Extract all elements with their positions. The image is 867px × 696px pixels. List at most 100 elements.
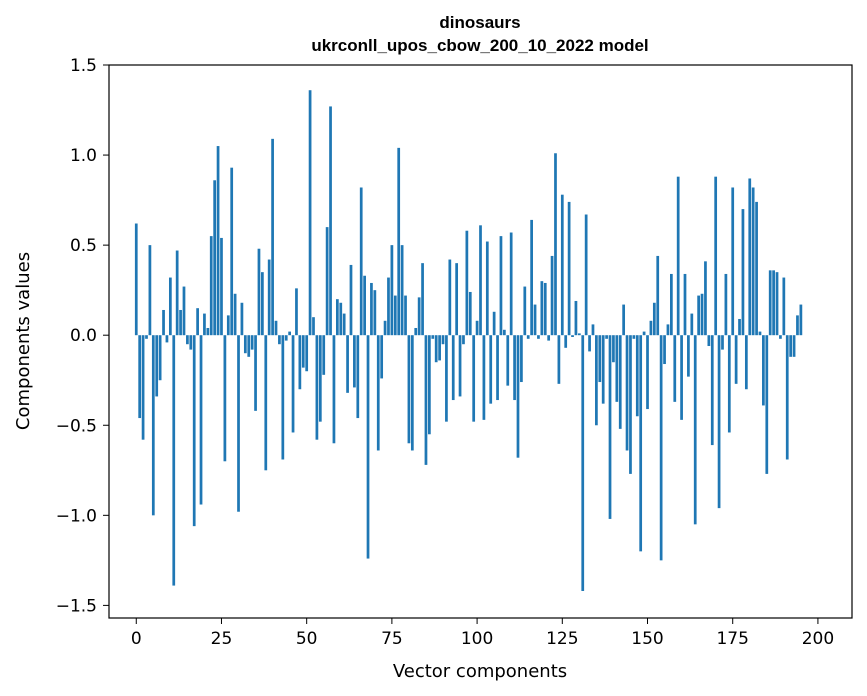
bar	[731, 187, 735, 336]
bar	[305, 335, 309, 372]
bar	[424, 335, 428, 465]
bar	[332, 335, 336, 444]
bar	[758, 331, 762, 336]
bar	[390, 245, 394, 336]
bar	[261, 272, 264, 336]
y-axis-ticks: −1.5 −1.0 −0.5 0.0 0.5 1.0 1.5	[56, 56, 109, 616]
bar	[792, 335, 796, 357]
bar	[721, 335, 724, 350]
bar	[213, 180, 217, 336]
bar	[291, 335, 295, 433]
bar	[710, 335, 714, 446]
bar	[278, 335, 281, 345]
bar	[298, 335, 302, 390]
bar	[335, 299, 339, 336]
bar	[785, 335, 789, 460]
bar	[799, 304, 803, 336]
x-tick-label: 100	[461, 629, 493, 649]
bar	[513, 335, 516, 401]
bar	[397, 147, 401, 336]
bar	[639, 335, 643, 552]
bar	[254, 335, 257, 411]
bar	[741, 209, 745, 336]
bar	[312, 317, 315, 336]
bar	[264, 335, 268, 471]
bar	[540, 281, 544, 336]
bar	[485, 241, 489, 336]
y-tick-label: 0.0	[70, 326, 97, 346]
bar	[499, 236, 503, 336]
x-tick-label: 75	[381, 629, 403, 649]
bar	[615, 335, 619, 402]
bar	[353, 335, 356, 388]
bar	[339, 302, 343, 336]
bar	[179, 309, 182, 336]
bar	[342, 313, 346, 336]
bar	[281, 335, 285, 460]
bar	[165, 335, 169, 343]
bar	[744, 335, 748, 390]
x-tick-label: 150	[631, 629, 663, 649]
bar	[502, 329, 506, 336]
bar	[455, 263, 459, 336]
bar	[734, 335, 738, 384]
bar	[550, 255, 554, 336]
bar	[775, 272, 779, 336]
bar	[370, 282, 373, 336]
bar	[782, 277, 786, 336]
bar	[612, 335, 615, 363]
bar	[520, 335, 523, 383]
bar	[462, 335, 465, 345]
bar	[359, 187, 363, 336]
bar	[690, 313, 694, 336]
bar	[243, 335, 247, 354]
bar	[363, 275, 366, 336]
bar	[288, 331, 291, 336]
bar	[509, 232, 513, 336]
bar	[155, 335, 159, 397]
bar	[676, 176, 680, 336]
bar	[482, 335, 486, 420]
bar	[428, 335, 431, 435]
bar	[796, 315, 799, 336]
bar	[230, 167, 234, 336]
bar	[605, 335, 608, 339]
bar	[421, 263, 424, 336]
bar	[189, 335, 193, 350]
bar	[267, 259, 271, 336]
bar	[315, 335, 319, 440]
bar	[762, 335, 765, 406]
bar	[199, 335, 203, 505]
bar	[438, 335, 441, 361]
bar	[751, 187, 755, 336]
bar	[727, 335, 731, 433]
bar	[206, 327, 210, 336]
bar	[571, 335, 574, 337]
bar	[772, 270, 775, 336]
bar	[475, 320, 479, 336]
bar	[656, 255, 660, 336]
bar	[295, 288, 298, 336]
plot-frame	[108, 64, 853, 619]
bar	[748, 178, 752, 336]
y-tick-label: 0.5	[70, 236, 97, 256]
bar	[458, 335, 462, 397]
bar	[349, 264, 353, 336]
bar	[410, 335, 414, 451]
bar	[683, 273, 687, 336]
x-tick-label: 200	[802, 629, 834, 649]
bar	[765, 335, 769, 474]
bar	[216, 146, 220, 336]
bar	[257, 248, 261, 336]
bar	[646, 335, 649, 410]
bar	[209, 236, 213, 336]
bar	[697, 295, 700, 336]
bar	[554, 153, 557, 336]
bar	[383, 320, 387, 336]
bar	[148, 245, 152, 336]
bar	[557, 335, 561, 384]
bar	[789, 335, 793, 357]
bar	[659, 335, 663, 561]
bar	[537, 335, 540, 339]
bar	[203, 313, 206, 336]
